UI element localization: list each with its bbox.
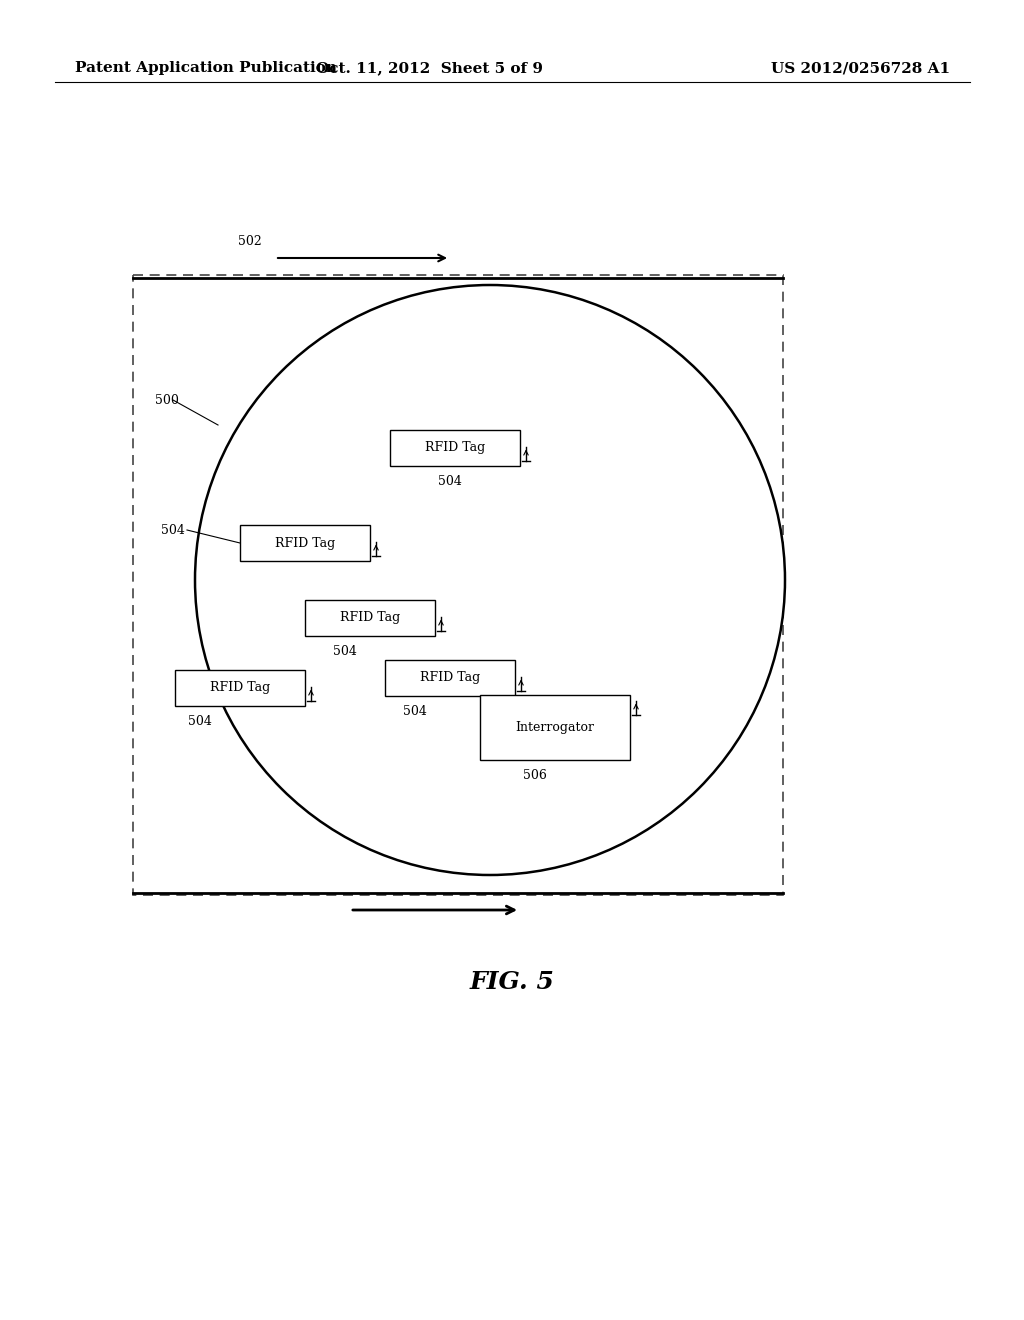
Bar — [390, 430, 520, 466]
Text: 504: 504 — [161, 524, 185, 536]
Text: Oct. 11, 2012  Sheet 5 of 9: Oct. 11, 2012 Sheet 5 of 9 — [316, 61, 544, 75]
Text: 502: 502 — [239, 235, 262, 248]
Text: RFID Tag: RFID Tag — [420, 672, 480, 685]
Text: RFID Tag: RFID Tag — [340, 611, 400, 624]
Bar — [175, 671, 305, 706]
Text: FIG. 5: FIG. 5 — [470, 970, 554, 994]
Bar — [240, 525, 370, 561]
Text: 504: 504 — [403, 705, 427, 718]
Bar — [305, 601, 435, 636]
Text: 504: 504 — [438, 475, 462, 488]
Text: US 2012/0256728 A1: US 2012/0256728 A1 — [771, 61, 950, 75]
Text: Interrogator: Interrogator — [515, 721, 595, 734]
Text: 506: 506 — [523, 770, 547, 781]
Bar — [480, 696, 630, 760]
Circle shape — [195, 285, 785, 875]
Bar — [133, 275, 783, 895]
Text: RFID Tag: RFID Tag — [274, 536, 335, 549]
Bar — [385, 660, 515, 696]
Text: Patent Application Publication: Patent Application Publication — [75, 61, 337, 75]
Text: 504: 504 — [333, 645, 357, 657]
Text: 500: 500 — [155, 393, 179, 407]
Text: 504: 504 — [188, 715, 212, 729]
Text: RFID Tag: RFID Tag — [210, 681, 270, 694]
Text: RFID Tag: RFID Tag — [425, 441, 485, 454]
